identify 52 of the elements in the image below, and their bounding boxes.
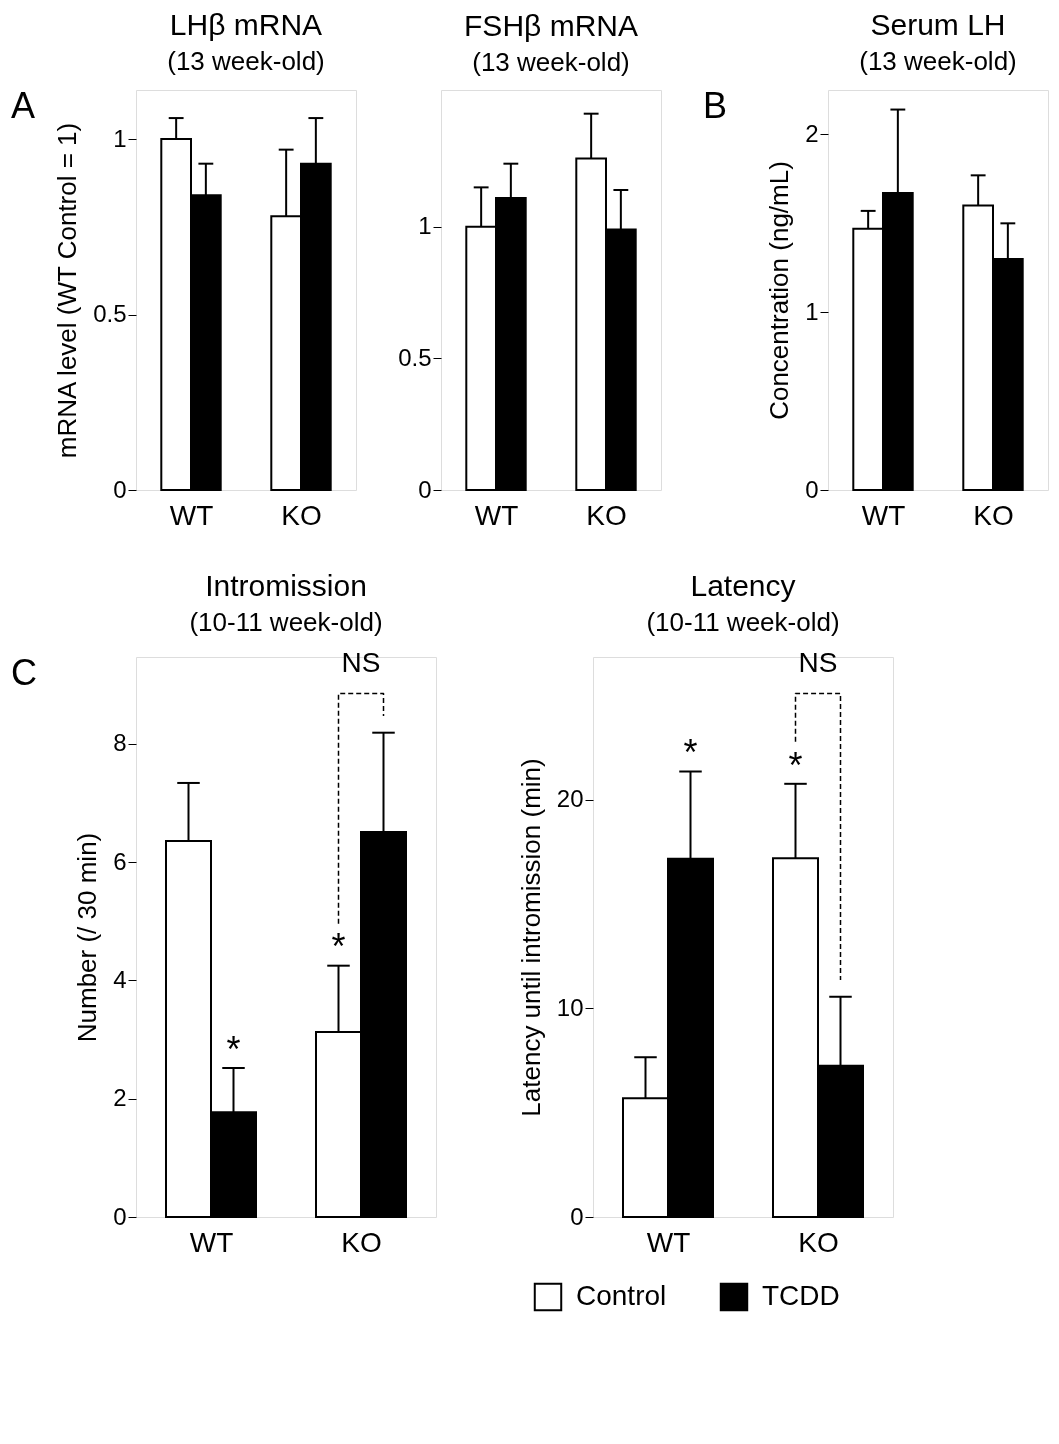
chart-subtitle: (10-11 week-old) (189, 606, 383, 637)
y-axis-title: Latency until intromission (min) (515, 758, 546, 1117)
chart-title: Serum LH (870, 8, 1006, 41)
annotation: * (226, 1028, 241, 1070)
text: C (11, 652, 37, 693)
x-tick-label: KO (798, 1226, 839, 1258)
y-tick-label: 1 (113, 124, 127, 152)
y-tick-label: 4 (113, 965, 127, 993)
y-tick-label: 0 (805, 475, 819, 503)
y-tick-label: 1 (805, 297, 819, 325)
legend-label: Control (576, 1280, 667, 1311)
y-tick-label: 0 (113, 475, 127, 503)
y-tick-label: 0 (570, 1202, 584, 1230)
annotation: * (331, 926, 346, 968)
x-tick-label: WT (189, 1226, 234, 1258)
annotation: NS (798, 646, 838, 678)
y-tick-label: 8 (113, 729, 127, 757)
y-axis-title: Number (/ 30 min) (72, 832, 103, 1043)
chart-subtitle: (13 week-old) (167, 46, 325, 76)
y-tick-label: 0.5 (398, 343, 432, 371)
chart-subtitle: (13 week-old) (859, 46, 1017, 76)
y-axis-title: Concentration (ng/mL) (764, 161, 795, 420)
y-tick-label: 1 (418, 212, 432, 240)
x-tick-label: KO (281, 499, 322, 531)
chart-subtitle: (13 week-old) (472, 47, 630, 77)
x-tick-label: KO (586, 499, 627, 531)
annotation: NS (341, 646, 381, 678)
y-tick-label: 0 (418, 475, 432, 503)
x-tick-label: WT (646, 1226, 691, 1258)
chart-subtitle: (10-11 week-old) (646, 606, 840, 637)
y-tick-label: 20 (556, 785, 584, 813)
text: B (703, 85, 728, 126)
annotation: * (683, 732, 698, 774)
chart-title: LHβ mRNA (169, 8, 323, 41)
chart-title: Latency (690, 568, 796, 602)
x-tick-label: WT (169, 499, 214, 531)
chart-title: Intromission (205, 568, 367, 602)
y-tick-label: 2 (805, 119, 819, 147)
y-tick-label: 10 (556, 993, 584, 1021)
x-tick-label: KO (341, 1226, 382, 1258)
y-tick-label: 0 (113, 1202, 127, 1230)
x-tick-label: WT (861, 499, 906, 531)
legend-label: TCDD (762, 1280, 840, 1311)
text: A (11, 85, 36, 126)
x-tick-label: WT (474, 499, 519, 531)
chart-title: FSHβ mRNA (464, 9, 638, 42)
y-tick-label: 6 (113, 847, 127, 875)
x-tick-label: KO (973, 499, 1014, 531)
y-tick-label: 0.5 (93, 300, 127, 328)
y-axis-title: mRNA level (WT Control = 1) (52, 122, 83, 459)
y-tick-label: 2 (113, 1084, 127, 1112)
annotation: * (788, 744, 803, 786)
